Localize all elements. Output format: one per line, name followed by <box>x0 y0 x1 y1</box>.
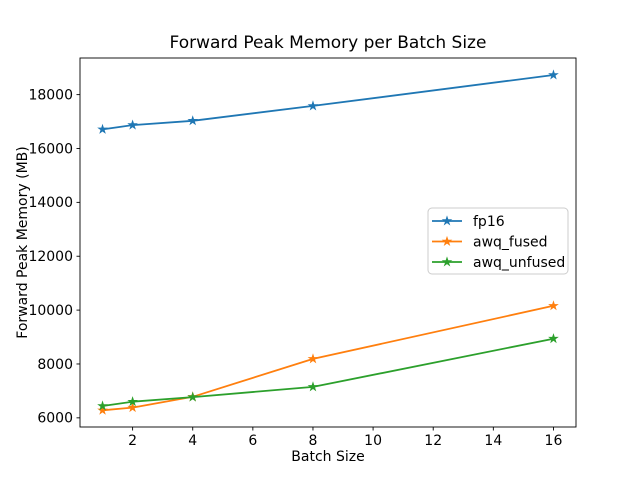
x-tick-label: 4 <box>188 433 197 449</box>
chart-title: Forward Peak Memory per Batch Size <box>170 33 487 53</box>
y-tick-label: 12000 <box>28 249 73 265</box>
marker-awq_unfused <box>548 333 559 344</box>
marker-fp16 <box>187 115 199 126</box>
marker-awq_fused <box>548 300 559 311</box>
legend-sample-marker <box>441 235 453 246</box>
marker-fp16 <box>97 123 108 134</box>
legend-label: awq_fused <box>473 235 548 251</box>
marker-awq_fused <box>307 353 319 364</box>
x-axis-label: Batch Size <box>291 449 364 465</box>
x-tick-label: 14 <box>484 433 502 449</box>
x-tick-label: 12 <box>424 433 442 449</box>
marker-awq_fused <box>97 404 108 415</box>
y-tick-label: 16000 <box>28 141 73 157</box>
y-tick-label: 10000 <box>28 303 73 319</box>
y-tick-label: 8000 <box>37 357 73 373</box>
x-tick-label: 8 <box>309 433 318 449</box>
marker-awq_unfused <box>307 381 319 392</box>
y-tick-label: 6000 <box>37 411 73 427</box>
legend: fp16 awq_fused awq_unfused <box>427 207 569 275</box>
x-tick-label: 10 <box>364 433 382 449</box>
legend-sample-marker <box>441 256 453 267</box>
legend-label: fp16 <box>473 214 505 230</box>
marker-awq_fused <box>127 402 138 413</box>
y-axis-label: Forward Peak Memory (MB) <box>15 146 31 338</box>
legend-label: awq_unfused <box>473 255 565 271</box>
x-tick-label: 2 <box>128 433 137 449</box>
legend-box <box>427 207 569 275</box>
x-tick-label: 16 <box>545 433 563 449</box>
x-tick-label: 6 <box>248 433 257 449</box>
marker-awq_unfused <box>127 396 138 407</box>
marker-awq_unfused <box>187 391 199 402</box>
marker-awq_unfused <box>97 400 108 411</box>
y-tick-label: 18000 <box>28 87 73 103</box>
y-tick-label: 14000 <box>28 195 73 211</box>
marker-fp16 <box>307 100 319 111</box>
marker-fp16 <box>127 119 138 130</box>
legend-sample-marker <box>441 215 453 226</box>
marker-fp16 <box>548 69 559 80</box>
